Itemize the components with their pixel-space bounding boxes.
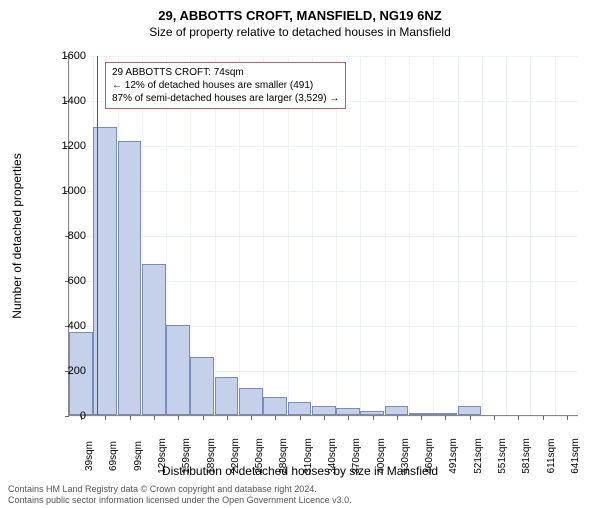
gridline-v	[385, 56, 386, 415]
y-axis-label: Number of detached properties	[10, 153, 24, 318]
gridline-v	[360, 56, 361, 415]
property-marker-line	[97, 56, 99, 415]
y-tick-label: 600	[46, 275, 86, 287]
chart-plot-area: 29 ABBOTTS CROFT: 74sqm← 12% of detached…	[68, 56, 578, 416]
gridline-v	[336, 56, 337, 415]
footer-line: Contains public sector information licen…	[8, 495, 352, 506]
gridline-v	[312, 56, 313, 415]
y-tick-label: 1200	[46, 140, 86, 152]
gridline-v	[239, 56, 240, 415]
histogram-bar	[215, 377, 239, 415]
histogram-bar	[312, 406, 336, 415]
histogram-bar	[385, 406, 409, 415]
x-tick-mark	[348, 416, 349, 420]
x-tick-label: 370sqm	[351, 438, 362, 474]
y-tick-label: 1600	[46, 50, 86, 62]
x-tick-mark	[421, 416, 422, 420]
x-tick-label: 250sqm	[254, 438, 265, 474]
x-tick-mark	[567, 416, 568, 420]
x-tick-label: 340sqm	[327, 438, 338, 474]
histogram-bar	[166, 325, 190, 415]
x-tick-label: 99sqm	[133, 441, 144, 471]
x-tick-mark	[300, 416, 301, 420]
x-tick-label: 581sqm	[521, 438, 532, 474]
annotation-box: 29 ABBOTTS CROFT: 74sqm← 12% of detached…	[105, 62, 346, 109]
x-tick-label: 129sqm	[157, 438, 168, 474]
histogram-bar	[263, 397, 287, 415]
x-tick-label: 69sqm	[108, 441, 119, 471]
gridline-v	[506, 56, 507, 415]
histogram-bar	[239, 388, 263, 415]
x-tick-mark	[543, 416, 544, 420]
x-tick-label: 430sqm	[400, 438, 411, 474]
histogram-bar	[336, 408, 360, 415]
x-tick-label: 551sqm	[497, 438, 508, 474]
x-tick-mark	[275, 416, 276, 420]
histogram-bar	[288, 402, 312, 416]
y-tick-label: 400	[46, 320, 86, 332]
annotation-line: ← 12% of detached houses are smaller (49…	[112, 79, 339, 92]
x-tick-label: 280sqm	[278, 438, 289, 474]
gridline-v	[458, 56, 459, 415]
histogram-bar	[409, 413, 433, 415]
x-tick-mark	[397, 416, 398, 420]
annotation-line: 29 ABBOTTS CROFT: 74sqm	[112, 66, 339, 79]
x-tick-mark	[251, 416, 252, 420]
footer-line: Contains HM Land Registry data © Crown c…	[8, 484, 352, 495]
gridline-v	[288, 56, 289, 415]
y-tick-label: 800	[46, 230, 86, 242]
gridline-v	[482, 56, 483, 415]
y-tick-label: 200	[46, 365, 86, 377]
x-tick-mark	[470, 416, 471, 420]
x-tick-label: 460sqm	[424, 438, 435, 474]
x-tick-mark	[105, 416, 106, 420]
x-tick-mark	[227, 416, 228, 420]
x-tick-mark	[154, 416, 155, 420]
x-tick-mark	[445, 416, 446, 420]
histogram-bar	[142, 264, 166, 415]
title-sub: Size of property relative to detached ho…	[0, 25, 600, 39]
x-tick-label: 491sqm	[448, 438, 459, 474]
title-main: 29, ABBOTTS CROFT, MANSFIELD, NG19 6NZ	[0, 8, 600, 23]
gridline-h	[69, 236, 578, 237]
x-tick-label: 39sqm	[84, 441, 95, 471]
gridline-v	[263, 56, 264, 415]
histogram-bar	[433, 413, 457, 415]
histogram-bar	[458, 406, 482, 415]
x-tick-mark	[178, 416, 179, 420]
gridline-h	[69, 56, 578, 57]
gridline-v	[530, 56, 531, 415]
histogram-bar	[118, 141, 142, 416]
x-tick-mark	[373, 416, 374, 420]
gridline-v	[215, 56, 216, 415]
gridline-v	[433, 56, 434, 415]
y-tick-label: 0	[46, 410, 86, 422]
x-tick-label: 641sqm	[570, 438, 581, 474]
gridline-v	[409, 56, 410, 415]
x-tick-mark	[494, 416, 495, 420]
x-tick-label: 521sqm	[473, 438, 484, 474]
x-tick-label: 159sqm	[181, 438, 192, 474]
x-tick-mark	[324, 416, 325, 420]
x-tick-label: 189sqm	[206, 438, 217, 474]
x-tick-label: 611sqm	[546, 439, 557, 474]
x-tick-mark	[130, 416, 131, 420]
y-tick-label: 1400	[46, 95, 86, 107]
gridline-v	[555, 56, 556, 415]
x-tick-mark	[203, 416, 204, 420]
histogram-bar	[360, 411, 384, 416]
footer-attribution: Contains HM Land Registry data © Crown c…	[8, 484, 352, 506]
x-tick-label: 220sqm	[230, 438, 241, 474]
x-tick-label: 310sqm	[303, 438, 314, 474]
x-tick-label: 400sqm	[376, 438, 387, 474]
gridline-h	[69, 146, 578, 147]
histogram-bar	[190, 357, 214, 416]
annotation-line: 87% of semi-detached houses are larger (…	[112, 92, 339, 105]
y-tick-label: 1000	[46, 185, 86, 197]
gridline-h	[69, 191, 578, 192]
x-tick-mark	[518, 416, 519, 420]
